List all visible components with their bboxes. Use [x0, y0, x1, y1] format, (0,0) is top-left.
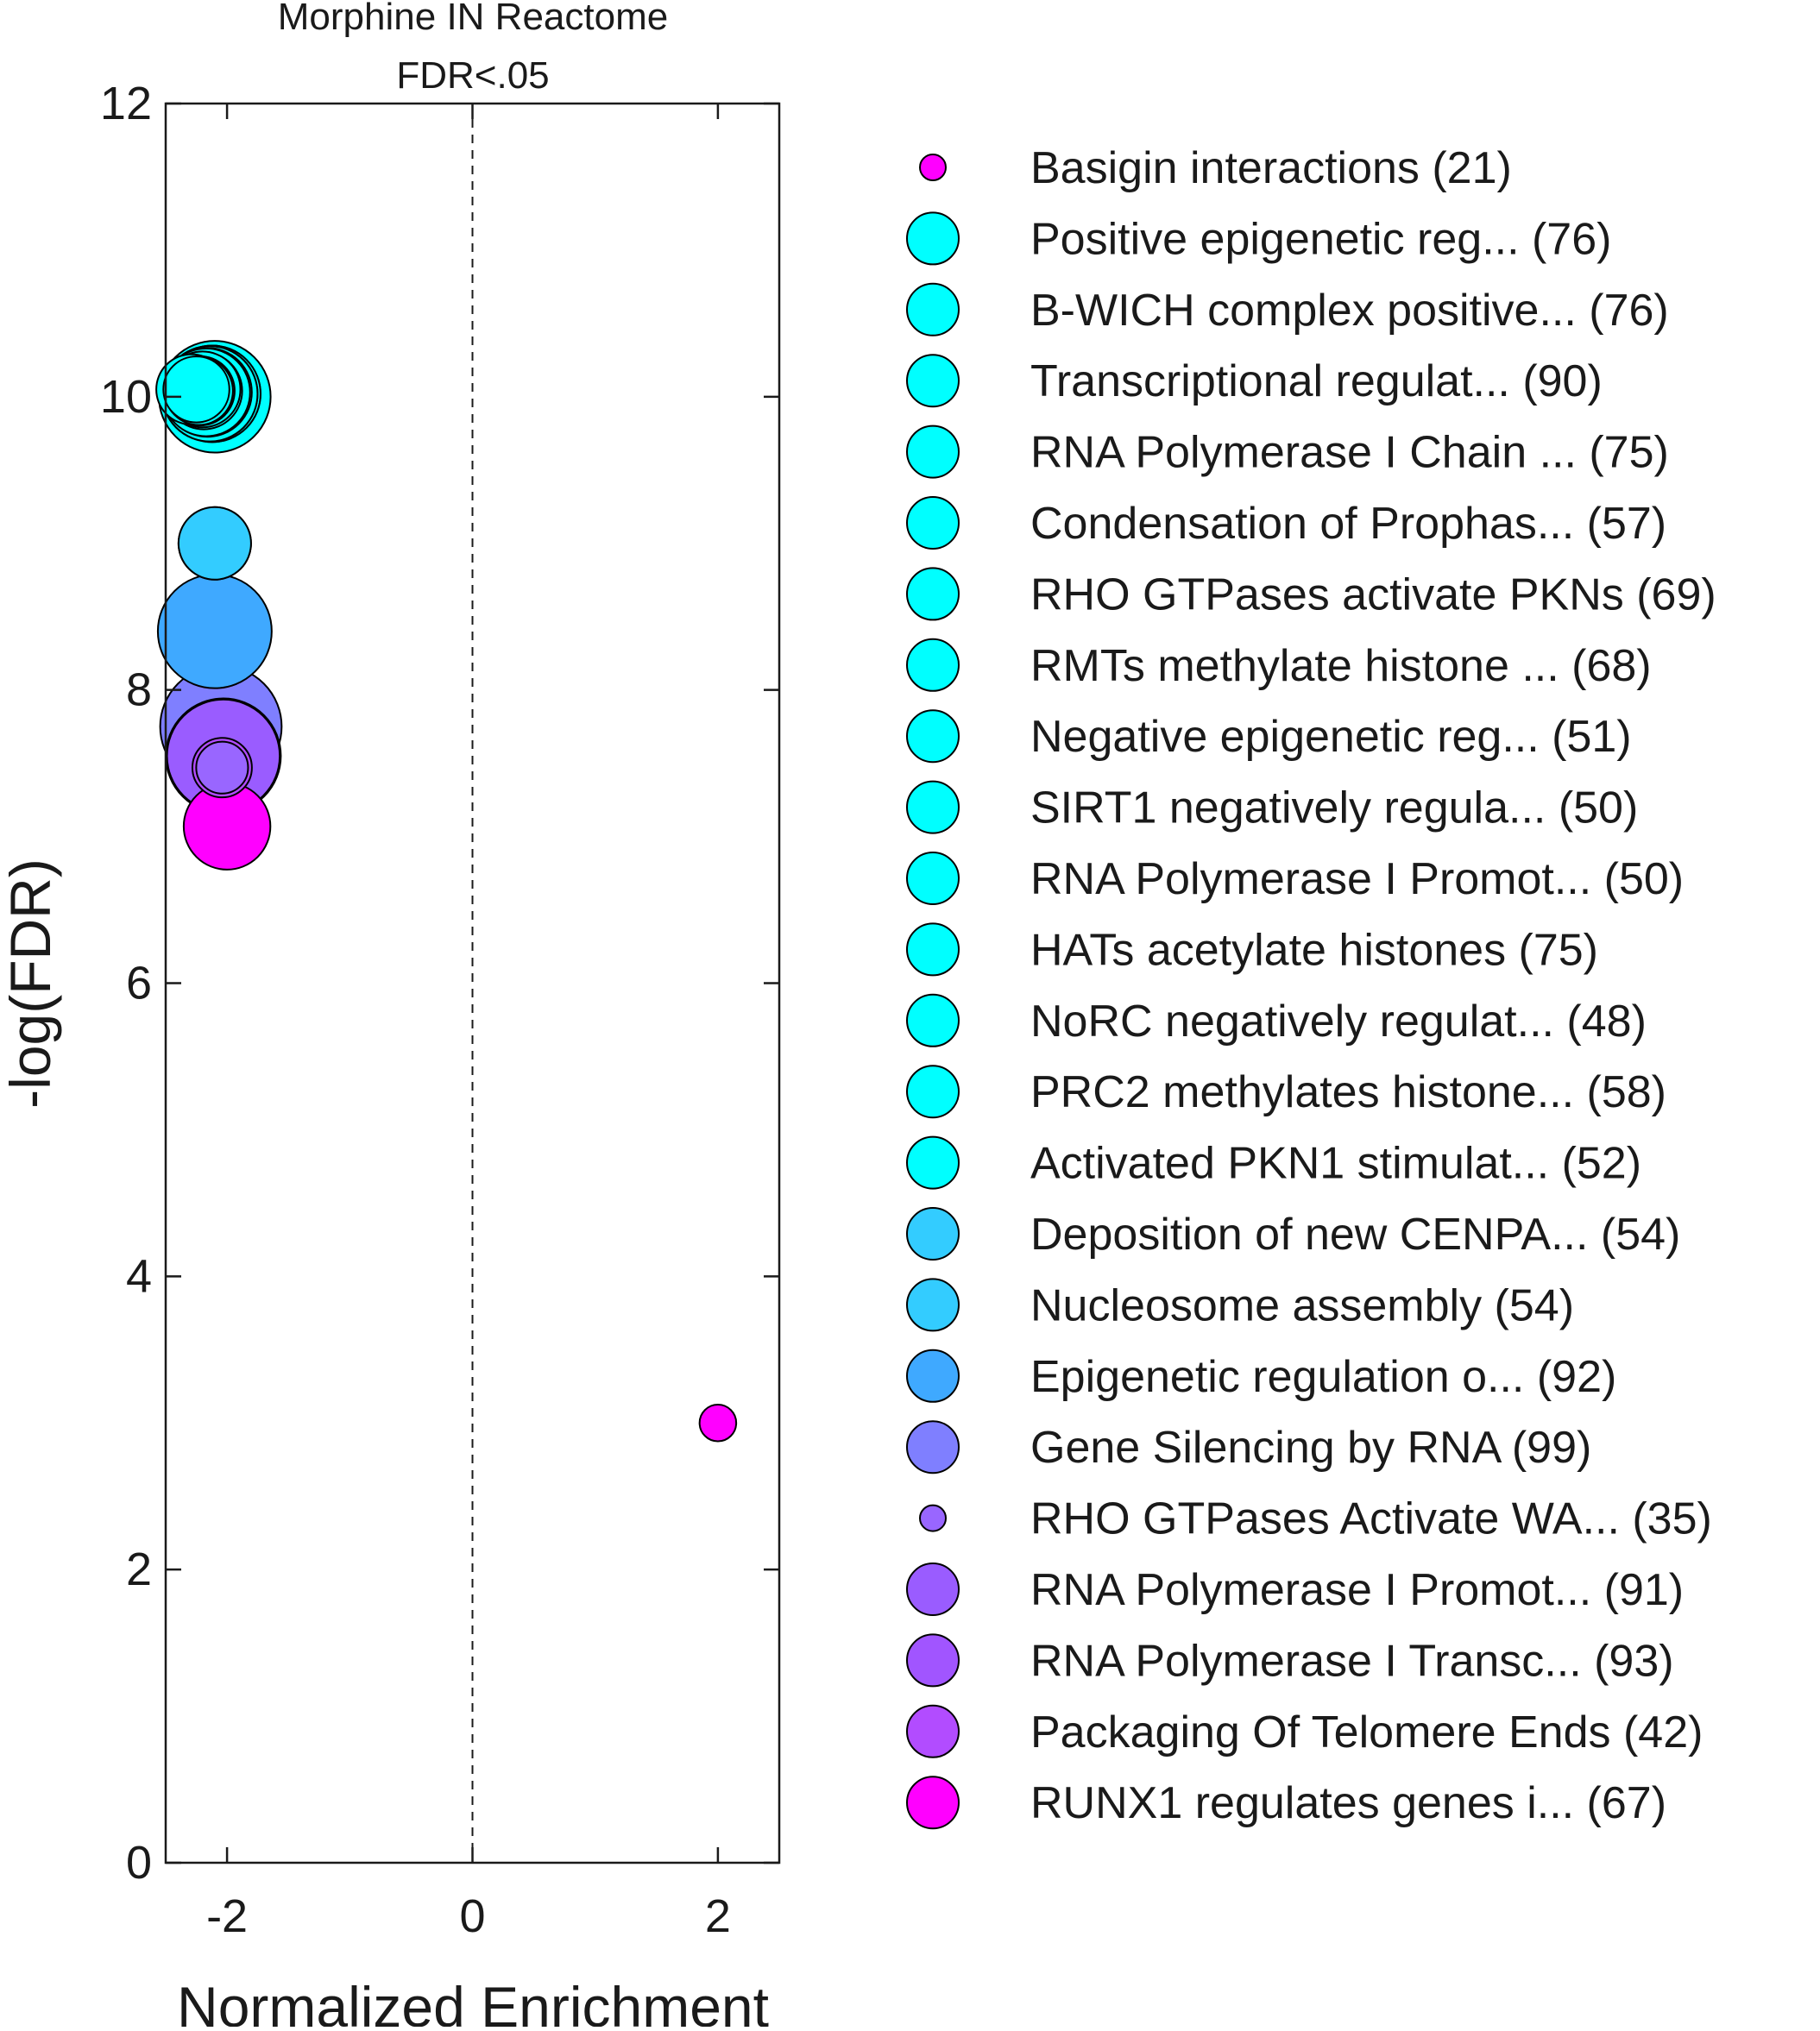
- legend-marker-16: [906, 1278, 960, 1332]
- legend-label-1: Positive epigenetic reg... (76): [1030, 214, 1611, 264]
- legend-marker-4: [906, 424, 960, 479]
- legend-label-14: Activated PKN1 stimulat... (52): [1030, 1139, 1641, 1189]
- data-point-0: [698, 1404, 738, 1443]
- legend-label-18: Gene Silencing by RNA (99): [1030, 1423, 1591, 1473]
- x-tick-label: -2: [206, 1890, 248, 1942]
- legend-label-9: SIRT1 negatively regula... (50): [1030, 783, 1638, 833]
- y-axis-label: -log(FDR): [0, 858, 62, 1109]
- legend-marker-2: [906, 282, 960, 336]
- x-axis-label: Normalized Enrichment: [177, 1975, 769, 2027]
- y-tick-label: 2: [126, 1544, 152, 1595]
- legend-label-11: HATs acetylate histones (75): [1030, 925, 1598, 975]
- legend-marker-5: [906, 496, 960, 550]
- legend-marker-20: [906, 1563, 960, 1616]
- legend: Basigin interactions (21) Positive epigen…: [906, 143, 1716, 1830]
- legend-marker-18: [906, 1420, 960, 1475]
- legend-marker-1: [906, 211, 960, 266]
- legend-marker-11: [906, 922, 960, 977]
- legend-marker-23: [906, 1776, 960, 1830]
- x-tick-label: 0: [459, 1890, 485, 1942]
- legend-label-19: RHO GTPases Activate WA... (35): [1030, 1494, 1712, 1544]
- x-tick-label: 2: [705, 1890, 731, 1942]
- legend-label-3: Transcriptional regulat... (90): [1030, 356, 1603, 406]
- legend-marker-13: [906, 1065, 960, 1119]
- legend-marker-10: [906, 852, 960, 905]
- y-tick-label: 10: [100, 371, 152, 423]
- legend-label-20: RNA Polymerase I Promot... (91): [1030, 1565, 1684, 1615]
- legend-label-16: Nucleosome assembly (54): [1030, 1280, 1574, 1330]
- legend-label-22: Packaging Of Telomere Ends (42): [1030, 1707, 1703, 1757]
- legend-label-21: RNA Polymerase I Transc... (93): [1030, 1636, 1674, 1686]
- chart-subtitle: FDR<.05: [396, 54, 549, 97]
- legend-label-0: Basigin interactions (21): [1030, 143, 1512, 193]
- legend-marker-3: [906, 354, 960, 408]
- legend-label-8: Negative epigenetic reg... (51): [1030, 712, 1632, 762]
- legend-label-13: PRC2 methylates histone... (58): [1030, 1067, 1666, 1117]
- legend-marker-9: [906, 780, 960, 834]
- legend-label-10: RNA Polymerase I Promot... (50): [1030, 854, 1684, 904]
- y-tick-label: 12: [100, 78, 152, 129]
- legend-marker-8: [906, 709, 960, 764]
- data-point-17: [156, 573, 273, 689]
- legend-marker-12: [906, 993, 960, 1047]
- data-point-19: [195, 740, 249, 795]
- legend-marker-15: [906, 1207, 960, 1261]
- legend-marker-21: [906, 1633, 960, 1688]
- y-tick-label: 8: [126, 664, 152, 716]
- y-tick-label: 6: [126, 958, 152, 1009]
- data-points: [155, 340, 738, 1443]
- y-tick-label: 0: [126, 1837, 152, 1889]
- legend-label-17: Epigenetic regulation o... (92): [1030, 1352, 1616, 1402]
- data-point-12: [162, 355, 230, 424]
- legend-label-6: RHO GTPases activate PKNs (69): [1030, 569, 1716, 619]
- chart-title: Morphine IN Reactome: [278, 0, 668, 38]
- legend-marker-17: [906, 1349, 960, 1403]
- legend-label-23: RUNX1 regulates genes i... (67): [1030, 1778, 1666, 1828]
- legend-marker-0: [919, 154, 947, 181]
- legend-label-7: RMTs methylate histone ... (68): [1030, 641, 1652, 691]
- legend-marker-19: [919, 1504, 947, 1532]
- legend-marker-6: [906, 567, 960, 621]
- legend-marker-7: [906, 638, 960, 692]
- data-point-16: [177, 506, 252, 581]
- legend-label-2: B-WICH complex positive... (76): [1030, 286, 1669, 336]
- legend-label-4: RNA Polymerase I Chain ... (75): [1030, 428, 1669, 478]
- legend-marker-14: [906, 1135, 960, 1190]
- legend-label-12: NoRC negatively regulat... (48): [1030, 997, 1647, 1047]
- legend-label-15: Deposition of new CENPA... (54): [1030, 1210, 1680, 1260]
- axes: 0 2 4 6 8 10 12 -2 0 2: [100, 78, 781, 1942]
- legend-marker-22: [906, 1704, 960, 1758]
- legend-label-5: Condensation of Prophas... (57): [1030, 499, 1666, 549]
- y-tick-label: 4: [126, 1250, 152, 1302]
